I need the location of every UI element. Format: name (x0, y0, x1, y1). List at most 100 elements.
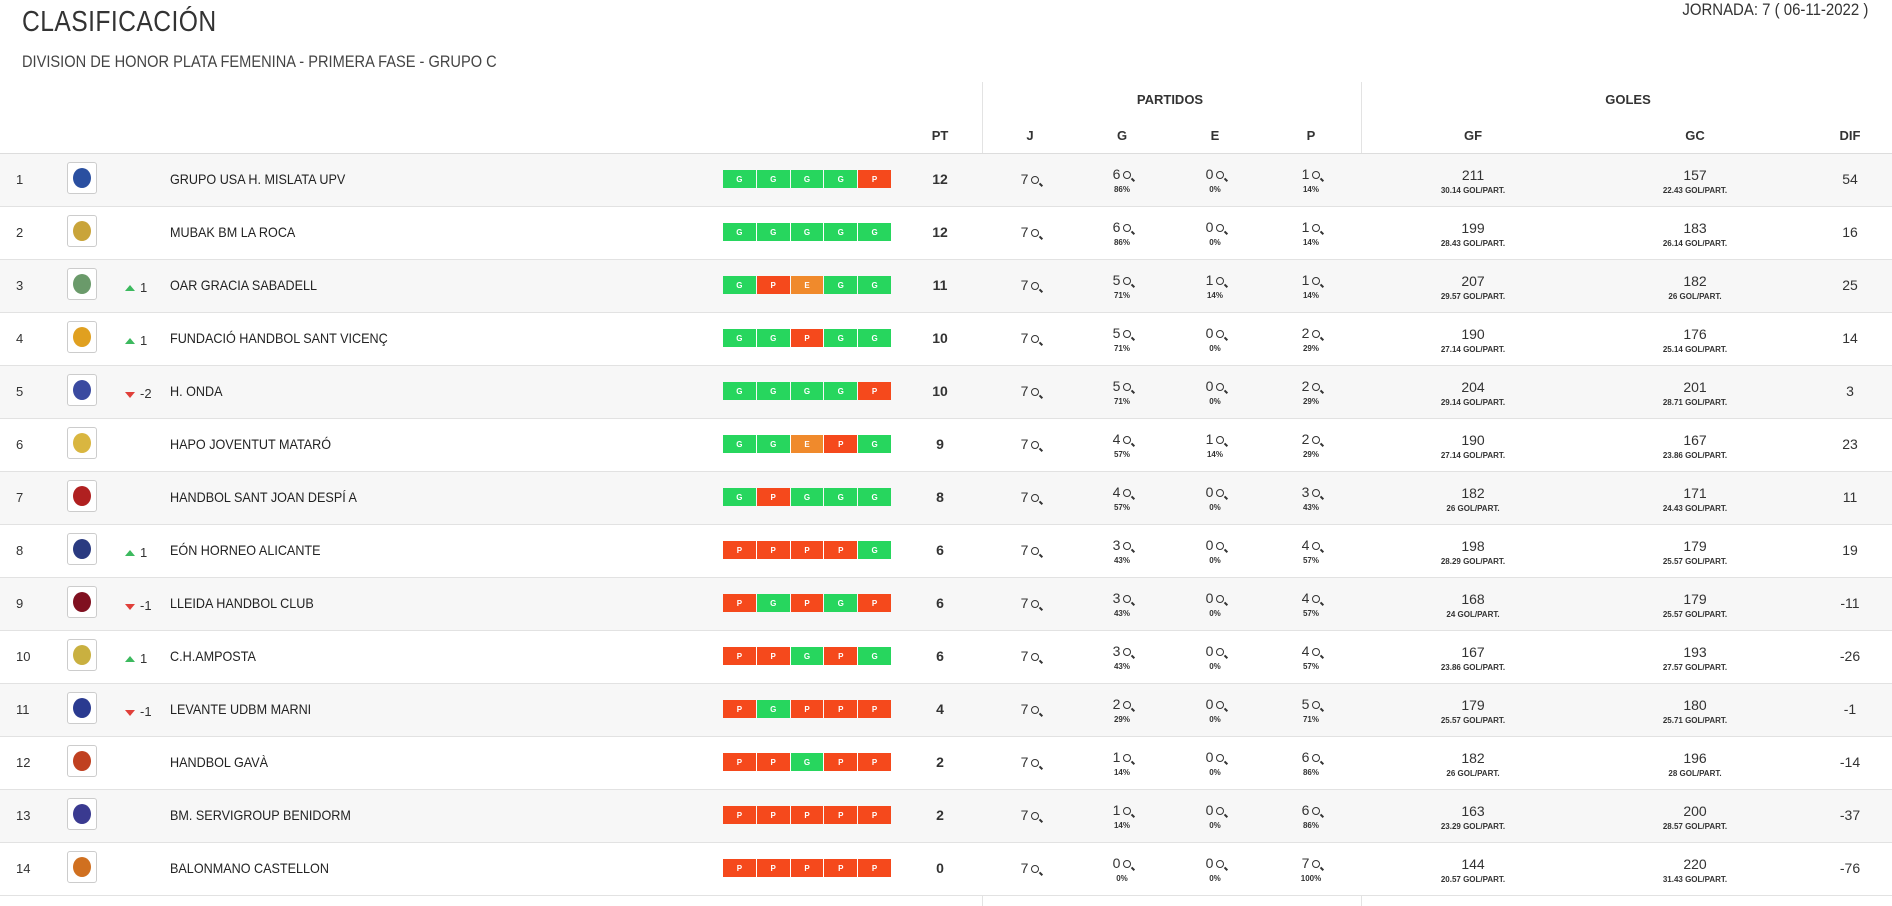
search-icon[interactable] (1123, 595, 1132, 603)
search-icon[interactable] (1123, 542, 1132, 550)
form-badge[interactable]: P (756, 541, 790, 559)
form-badge[interactable]: P (824, 541, 858, 559)
search-icon[interactable] (1216, 807, 1225, 815)
form-badge[interactable]: P (756, 753, 790, 771)
form-badge[interactable]: P (723, 541, 756, 559)
form-badge[interactable]: P (858, 170, 891, 188)
search-icon[interactable] (1312, 754, 1321, 762)
search-icon[interactable] (1312, 648, 1321, 656)
team-name[interactable]: BM. SERVIGROUP BENIDORM (170, 807, 351, 823)
search-icon[interactable] (1031, 706, 1040, 714)
table-row[interactable]: 6 HAPO JOVENTUT MATARÓ G G E P G 9 7 4 57% 1 14% 2 29%… (0, 419, 1892, 472)
team-name[interactable]: EÓN HORNEO ALICANTE (170, 542, 321, 558)
form-badge[interactable]: P (723, 859, 756, 877)
form-badge[interactable]: G (824, 382, 858, 400)
table-row[interactable]: 3 1 OAR GRACIA SABADELL G P E G G 11 7 5 71% 1 14% 1 14… (0, 260, 1892, 313)
table-row[interactable]: 10 1 C.H.AMPOSTA P P G P G 6 7 3 43% 0 0% 4 57% 167 23.86… (0, 631, 1892, 684)
search-icon[interactable] (1123, 277, 1132, 285)
form-badge[interactable]: P (790, 594, 824, 612)
search-icon[interactable] (1123, 807, 1132, 815)
form-badge[interactable]: P (858, 753, 891, 771)
form-badge[interactable]: G (858, 276, 891, 294)
col-header-p[interactable]: P (1306, 128, 1316, 143)
form-badge[interactable]: G (723, 276, 756, 294)
table-row[interactable]: 1 GRUPO USA H. MISLATA UPV G G G G P 12 7 6 86% 0 0%… (0, 154, 1892, 207)
search-icon[interactable] (1216, 542, 1225, 550)
search-icon[interactable] (1312, 171, 1321, 179)
search-icon[interactable] (1123, 383, 1132, 391)
col-header-gc[interactable]: GC (1685, 128, 1705, 143)
search-icon[interactable] (1123, 224, 1132, 232)
search-icon[interactable] (1216, 489, 1225, 497)
col-header-e[interactable]: E (1210, 128, 1220, 143)
table-row[interactable]: 5 -2 H. ONDA G G G G P 10 7 5 71% 0 0% 2 29% 204 29.14 GO… (0, 366, 1892, 419)
search-icon[interactable] (1216, 648, 1225, 656)
form-badge[interactable]: G (756, 329, 790, 347)
form-badge[interactable]: P (756, 647, 790, 665)
search-icon[interactable] (1312, 383, 1321, 391)
search-icon[interactable] (1123, 754, 1132, 762)
col-header-dif[interactable]: DIF (1839, 128, 1861, 143)
search-icon[interactable] (1123, 860, 1132, 868)
form-badge[interactable]: G (756, 700, 790, 718)
form-badge[interactable]: P (723, 753, 756, 771)
form-badge[interactable]: G (756, 223, 790, 241)
form-badge[interactable]: G (858, 223, 891, 241)
search-icon[interactable] (1312, 436, 1321, 444)
form-badge[interactable]: G (858, 647, 891, 665)
team-logo[interactable] (67, 374, 97, 406)
search-icon[interactable] (1031, 335, 1040, 343)
team-name[interactable]: MUBAK BM LA ROCA (170, 224, 296, 240)
table-row[interactable]: 7 HANDBOL SANT JOAN DESPÍ A G P G G G 8 7 4 57% 0 0%… (0, 472, 1892, 525)
team-logo[interactable] (67, 480, 97, 512)
team-logo[interactable] (67, 745, 97, 777)
col-header-pt[interactable]: PT (931, 128, 949, 143)
form-badge[interactable]: G (756, 594, 790, 612)
form-badge[interactable]: P (723, 806, 756, 824)
table-row[interactable]: 11 -1 LEVANTE UDBM MARNI P G P P P 4 7 2 29% 0 0% 5 71%… (0, 684, 1892, 737)
team-name[interactable]: C.H.AMPOSTA (170, 648, 256, 664)
table-row[interactable]: 9 -1 LLEIDA HANDBOL CLUB P G P G P 6 7 3 43% 0 0% 4 57%… (0, 578, 1892, 631)
form-badge[interactable]: P (824, 859, 858, 877)
form-badge[interactable]: G (790, 488, 824, 506)
team-logo[interactable] (67, 162, 97, 194)
table-row[interactable]: 2 MUBAK BM LA ROCA G G G G G 12 7 6 86% 0 0% 1 14% 199 2… (0, 207, 1892, 260)
search-icon[interactable] (1312, 489, 1321, 497)
table-row[interactable]: 13 BM. SERVIGROUP BENIDORM P P P P P 2 7 1 14% 0 0% 6… (0, 790, 1892, 843)
team-logo[interactable] (67, 692, 97, 724)
form-badge[interactable]: P (756, 488, 790, 506)
form-badge[interactable]: G (858, 541, 891, 559)
team-logo[interactable] (67, 268, 97, 300)
search-icon[interactable] (1312, 224, 1321, 232)
form-badge[interactable]: G (824, 594, 858, 612)
table-row[interactable]: 4 1 FUNDACIÓ HANDBOL SANT VICENÇ G G P G G 10 7 5 7… (0, 313, 1892, 366)
search-icon[interactable] (1031, 441, 1040, 449)
form-badge[interactable]: G (858, 488, 891, 506)
form-badge[interactable]: G (723, 435, 756, 453)
search-icon[interactable] (1312, 595, 1321, 603)
form-badge[interactable]: P (858, 594, 891, 612)
form-badge[interactable]: P (723, 700, 756, 718)
team-logo[interactable] (67, 851, 97, 883)
team-logo[interactable] (67, 215, 97, 247)
search-icon[interactable] (1312, 277, 1321, 285)
team-name[interactable]: LLEIDA HANDBOL CLUB (170, 595, 314, 611)
form-badge[interactable]: P (723, 647, 756, 665)
search-icon[interactable] (1031, 282, 1040, 290)
form-badge[interactable]: G (824, 223, 858, 241)
form-badge[interactable]: P (756, 276, 790, 294)
search-icon[interactable] (1312, 330, 1321, 338)
search-icon[interactable] (1216, 224, 1225, 232)
form-badge[interactable]: G (723, 223, 756, 241)
search-icon[interactable] (1123, 436, 1132, 444)
form-badge[interactable]: G (723, 382, 756, 400)
search-icon[interactable] (1312, 542, 1321, 550)
form-badge[interactable]: P (858, 806, 891, 824)
form-badge[interactable]: G (824, 329, 858, 347)
search-icon[interactable] (1216, 754, 1225, 762)
search-icon[interactable] (1031, 653, 1040, 661)
search-icon[interactable] (1216, 860, 1225, 868)
search-icon[interactable] (1312, 807, 1321, 815)
search-icon[interactable] (1123, 701, 1132, 709)
team-name[interactable]: HANDBOL SANT JOAN DESPÍ A (170, 489, 357, 505)
